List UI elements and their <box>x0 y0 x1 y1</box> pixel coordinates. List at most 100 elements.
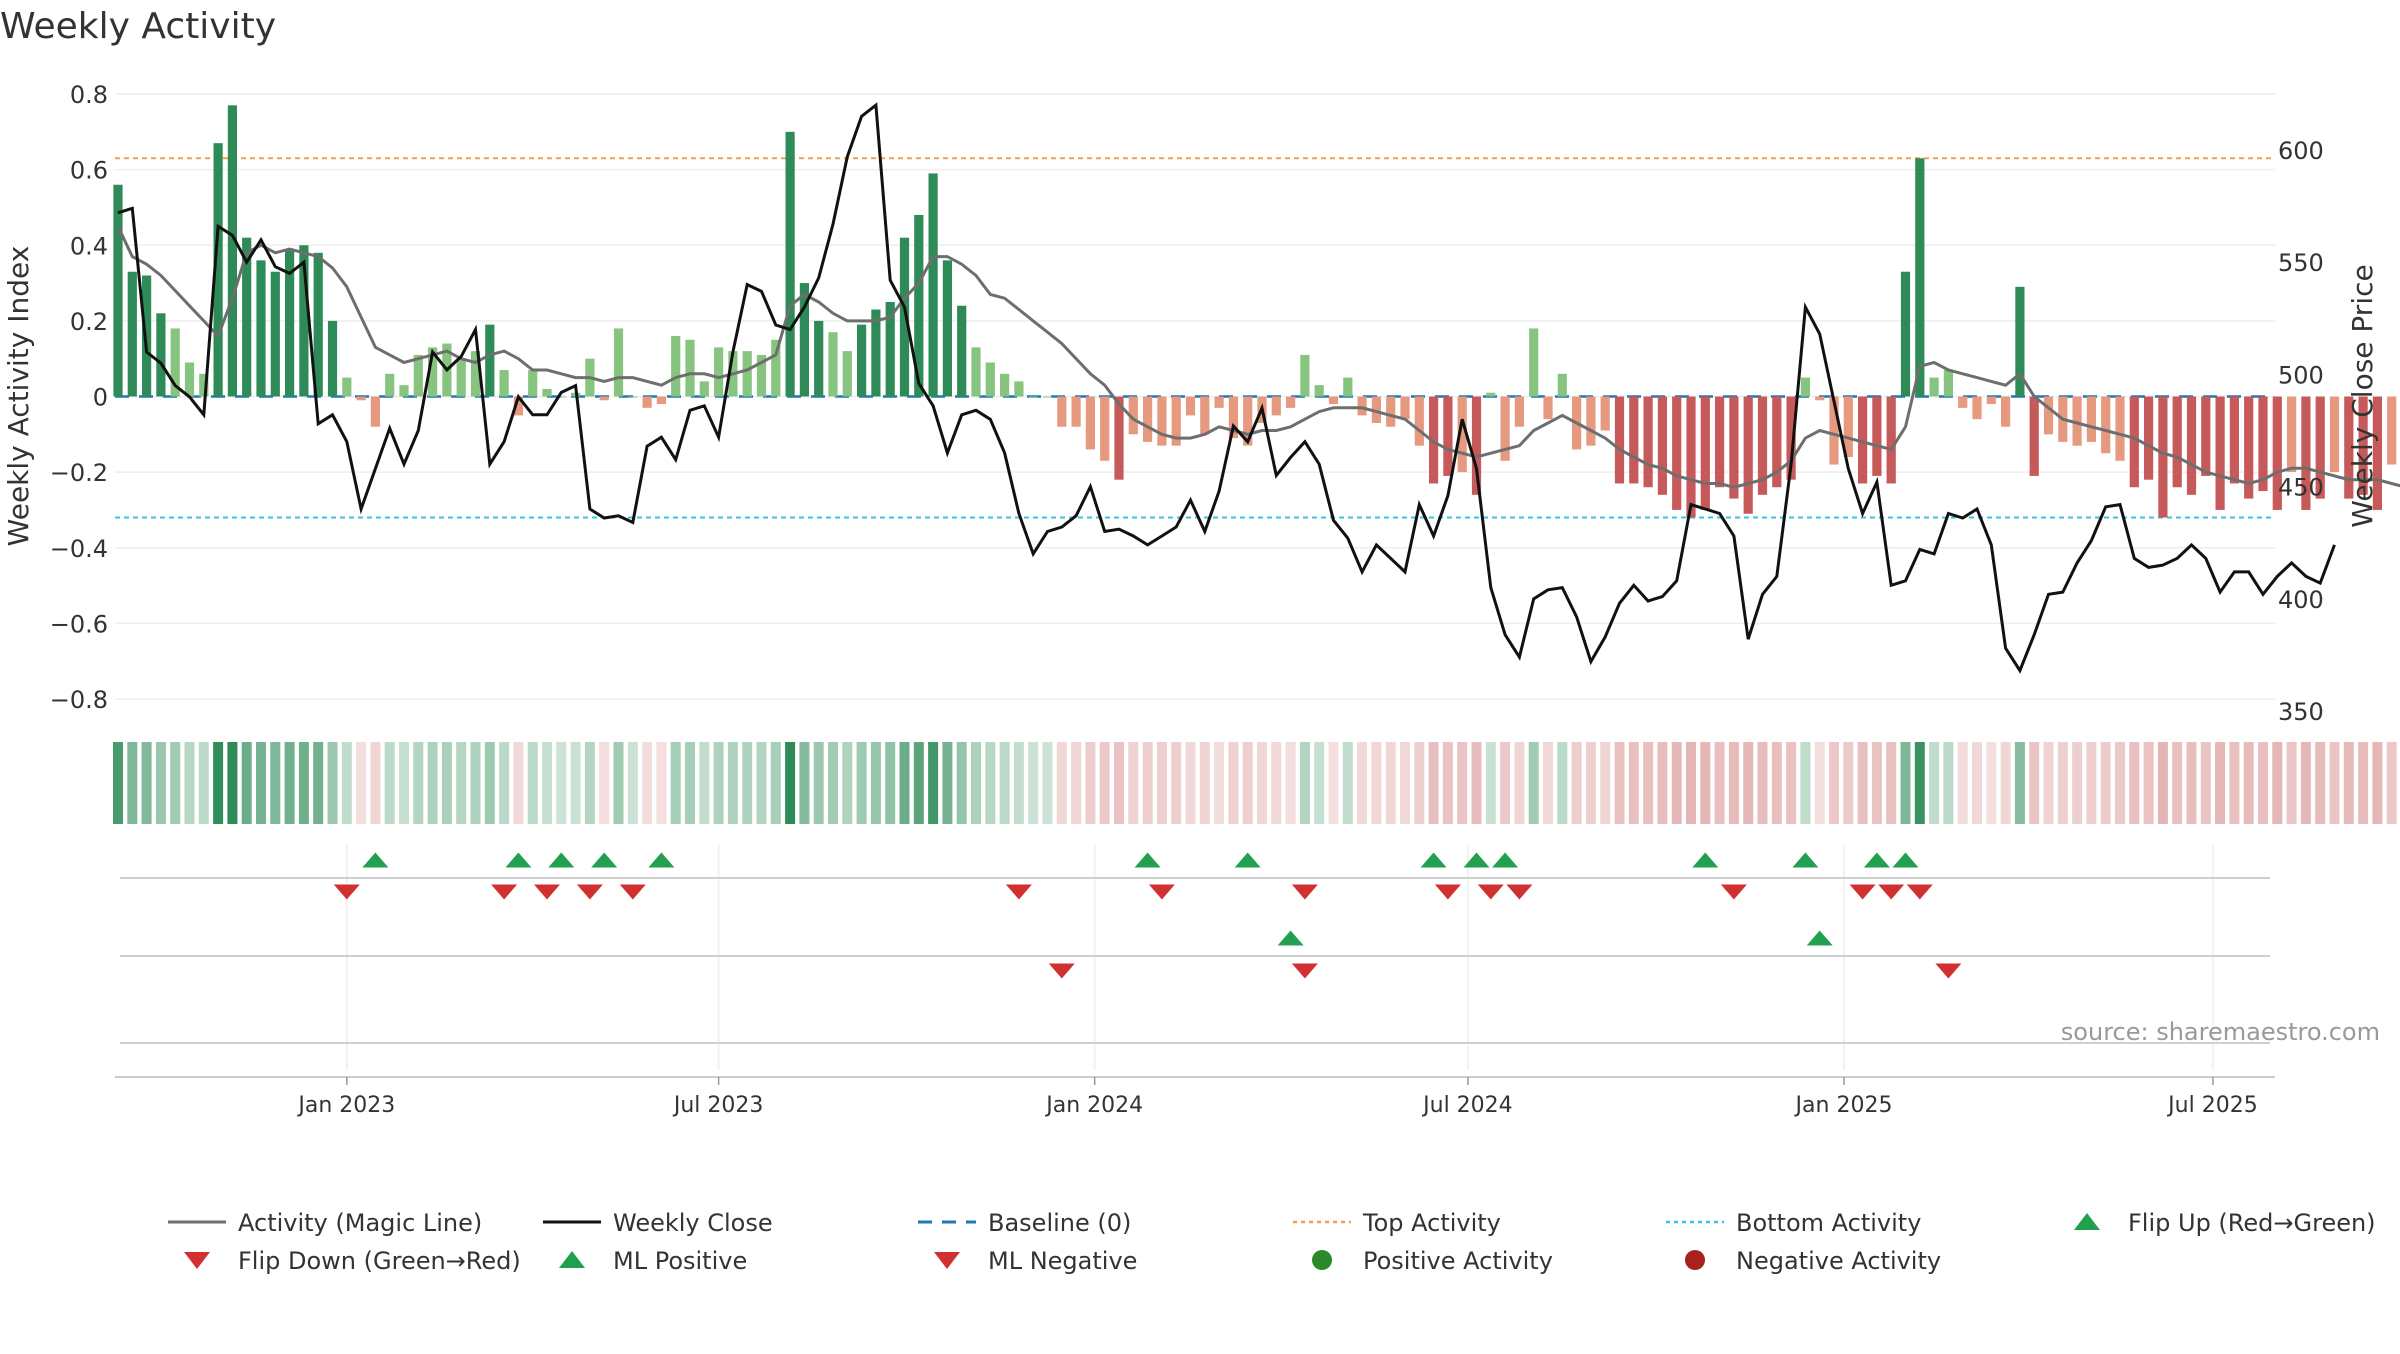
heat-cell <box>842 742 853 824</box>
heat-cell <box>313 742 324 824</box>
activity-bar <box>756 354 767 397</box>
heat-cell <box>1385 742 1396 824</box>
heat-cell <box>956 742 967 824</box>
activity-bar <box>1829 396 1839 465</box>
legend-item: Baseline (0) <box>918 1209 1131 1237</box>
flip-up-marker <box>648 852 675 868</box>
heat-cell <box>1986 742 1997 824</box>
heat-cell <box>1943 742 1954 824</box>
heat-cell <box>1400 742 1410 824</box>
activity-bar <box>1614 396 1625 484</box>
flip-up-marker <box>1463 852 1490 868</box>
heat-cell <box>1185 742 1196 824</box>
activity-bar <box>227 105 237 397</box>
legend-label: Weekly Close <box>613 1209 773 1237</box>
activity-bar <box>714 347 724 397</box>
heat-cell <box>1786 742 1797 824</box>
ml-positive-marker <box>1806 930 1833 946</box>
activity-bar <box>270 271 280 397</box>
x-tick-label: Jan 2025 <box>1794 1093 1893 1118</box>
activity-bar <box>1143 396 1153 442</box>
heat-cell <box>1686 742 1696 824</box>
legend-label: Baseline (0) <box>988 1209 1131 1237</box>
flip-down-marker <box>333 884 360 900</box>
activity-bar <box>1915 158 1925 397</box>
heat-cell <box>770 742 781 824</box>
activity-bar <box>899 237 910 397</box>
legend-label: Bottom Activity <box>1736 1209 1921 1237</box>
heat-cell <box>1900 742 1911 824</box>
heat-cell <box>1829 742 1839 824</box>
activity-bar <box>1886 396 1896 484</box>
heat-cell <box>1228 742 1239 824</box>
heat-cell <box>1600 742 1611 824</box>
activity-bar <box>556 396 566 398</box>
activity-bar <box>1443 396 1453 476</box>
heat-cell <box>971 742 981 824</box>
heat-cell <box>370 742 381 824</box>
activity-bar <box>299 245 309 397</box>
heat-cell <box>685 742 695 824</box>
heat-cell <box>427 742 438 824</box>
activity-bar <box>1100 396 1110 461</box>
activity-bar <box>1014 381 1024 397</box>
activity-bar <box>1800 377 1810 397</box>
heat-cell <box>1843 742 1854 824</box>
heat-cell <box>198 742 209 824</box>
heat-cell <box>384 742 395 824</box>
activity-bar <box>1686 396 1696 518</box>
legend-item: Flip Down (Green→Red) <box>184 1247 521 1275</box>
heat-cell <box>399 742 409 824</box>
heat-cell <box>1471 742 1482 824</box>
weekly-close-series <box>117 102 2336 674</box>
flip-down-marker <box>1506 884 1533 900</box>
activity-bar <box>1815 396 1825 401</box>
activity-bar <box>1386 396 1396 427</box>
activity-bar <box>599 396 609 401</box>
activity-bar <box>2201 396 2211 476</box>
activity-bar <box>413 354 423 397</box>
heat-cell <box>1671 742 1682 824</box>
flip-down-marker <box>576 884 603 900</box>
ml-negative-marker <box>1291 963 1318 979</box>
activity-heat-strip <box>113 742 2397 824</box>
activity-bar <box>885 301 895 397</box>
activity-bar <box>327 320 338 397</box>
flip-down-marker <box>1005 884 1032 900</box>
flip-down-marker <box>1720 884 1747 900</box>
heat-cell <box>2315 742 2326 824</box>
heat-cell <box>2329 742 2340 824</box>
heat-cell <box>1357 742 1368 824</box>
legend-item: Weekly Close <box>543 1209 773 1237</box>
legend-marker <box>934 1252 960 1269</box>
activity-bar <box>1672 396 1682 510</box>
activity-bar <box>2029 396 2039 476</box>
heat-cell <box>184 742 195 824</box>
flip-up-marker <box>1892 852 1919 868</box>
activity-bar <box>1414 396 1424 446</box>
heat-cell <box>256 742 266 824</box>
activity-bar <box>342 377 352 397</box>
activity-bar <box>1243 396 1253 446</box>
activity-bar <box>1643 396 1653 488</box>
legend-label: Negative Activity <box>1736 1247 1941 1275</box>
heat-cell <box>1814 742 1825 824</box>
heat-cell <box>1328 742 1339 824</box>
activity-bar <box>2043 396 2054 435</box>
activity-bar <box>985 362 995 397</box>
heat-cell <box>913 742 924 824</box>
activity-bar <box>1157 396 1167 446</box>
flip-up-marker <box>548 852 575 868</box>
heat-cell <box>570 742 581 824</box>
heat-cell <box>2057 742 2068 824</box>
flip-up-marker <box>1692 852 1719 868</box>
heat-cell <box>2243 742 2254 824</box>
heat-cell <box>1914 742 1925 824</box>
activity-bar <box>1929 377 1939 397</box>
heat-cell <box>2157 742 2168 824</box>
y-left-tick-label: −0.4 <box>50 535 108 563</box>
grid-layer <box>115 93 2275 1070</box>
x-tick-label: Jul 2024 <box>1421 1093 1513 1118</box>
heat-cell <box>2343 742 2354 824</box>
legend-item: Top Activity <box>1293 1209 1501 1237</box>
